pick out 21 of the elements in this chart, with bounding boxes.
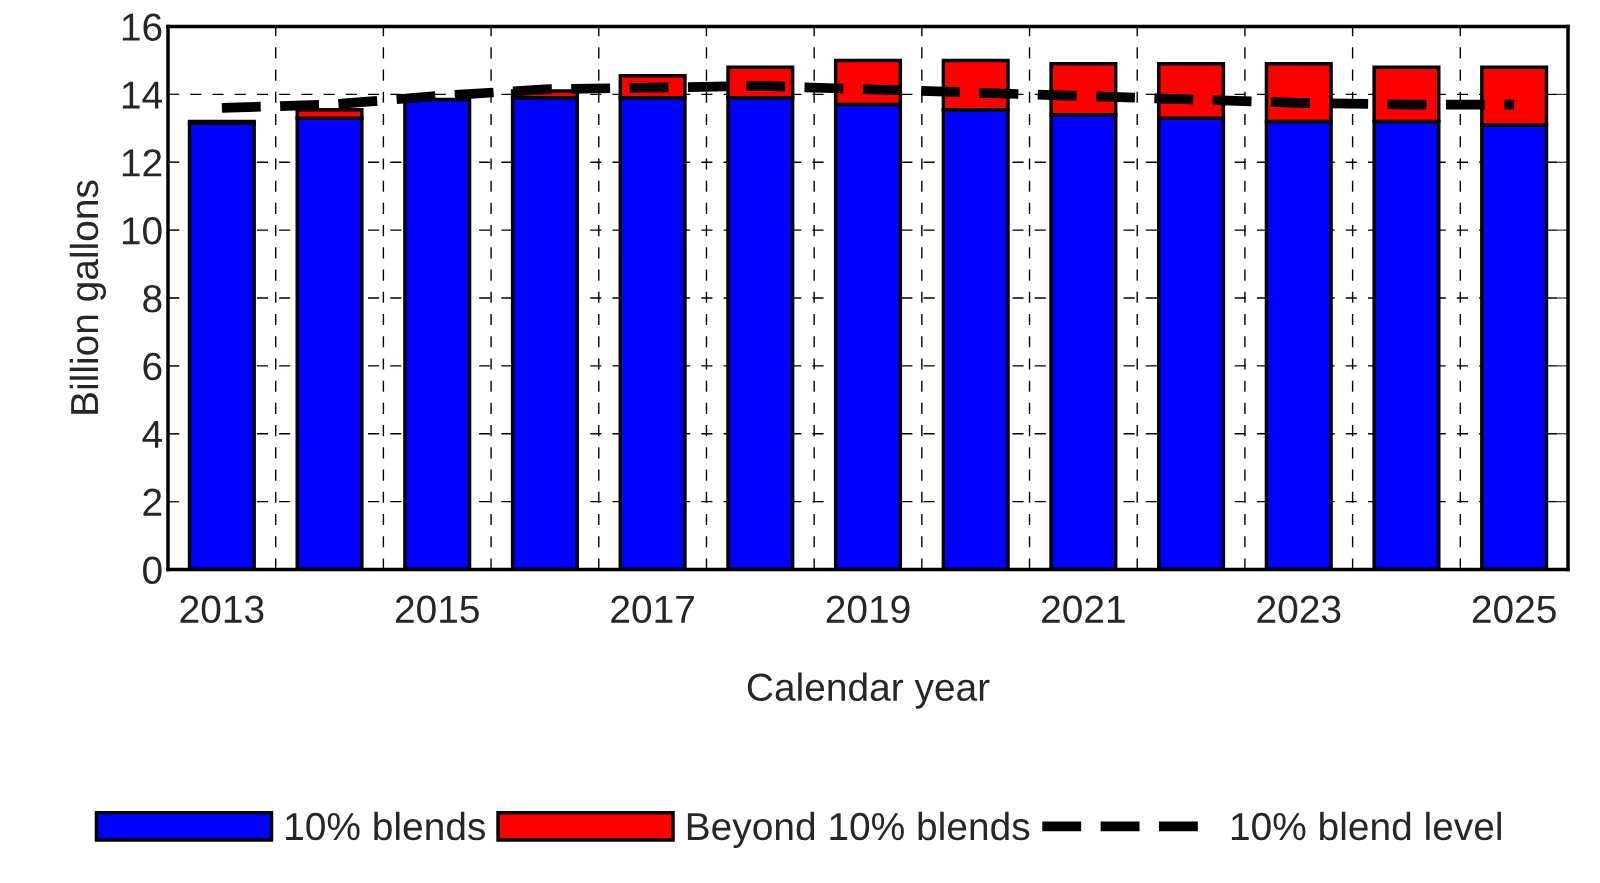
y-tick-label: 2: [143, 488, 162, 516]
y-tick-label: 12: [122, 149, 162, 177]
y-axis-title: Billion gallons: [69, 180, 106, 414]
x-tick-label: 2015: [395, 595, 479, 624]
x-tick-label: 2019: [826, 595, 910, 624]
legend-label: Beyond 10% blends: [687, 811, 1030, 848]
y-tick-label: 14: [122, 81, 162, 109]
x-axis-title: Calendar year: [747, 672, 990, 709]
y-tick-label: 6: [143, 352, 162, 381]
x-tick-label: 2025: [1472, 595, 1556, 624]
y-tick-label: 4: [142, 421, 162, 448]
legend-label: 10% blend level: [1231, 811, 1501, 841]
y-tick-label: 16: [122, 13, 162, 41]
legend-label: 10% blends: [286, 811, 485, 841]
x-tick-label: 2023: [1257, 595, 1341, 624]
y-tick-label: 8: [143, 284, 162, 313]
x-tick-label: 2021: [1042, 595, 1125, 624]
x-tick-label: 2013: [180, 595, 264, 624]
y-tick-label: 0: [143, 556, 162, 585]
y-tick-label: 10: [122, 217, 162, 245]
x-tick-label: 2017: [611, 595, 694, 624]
